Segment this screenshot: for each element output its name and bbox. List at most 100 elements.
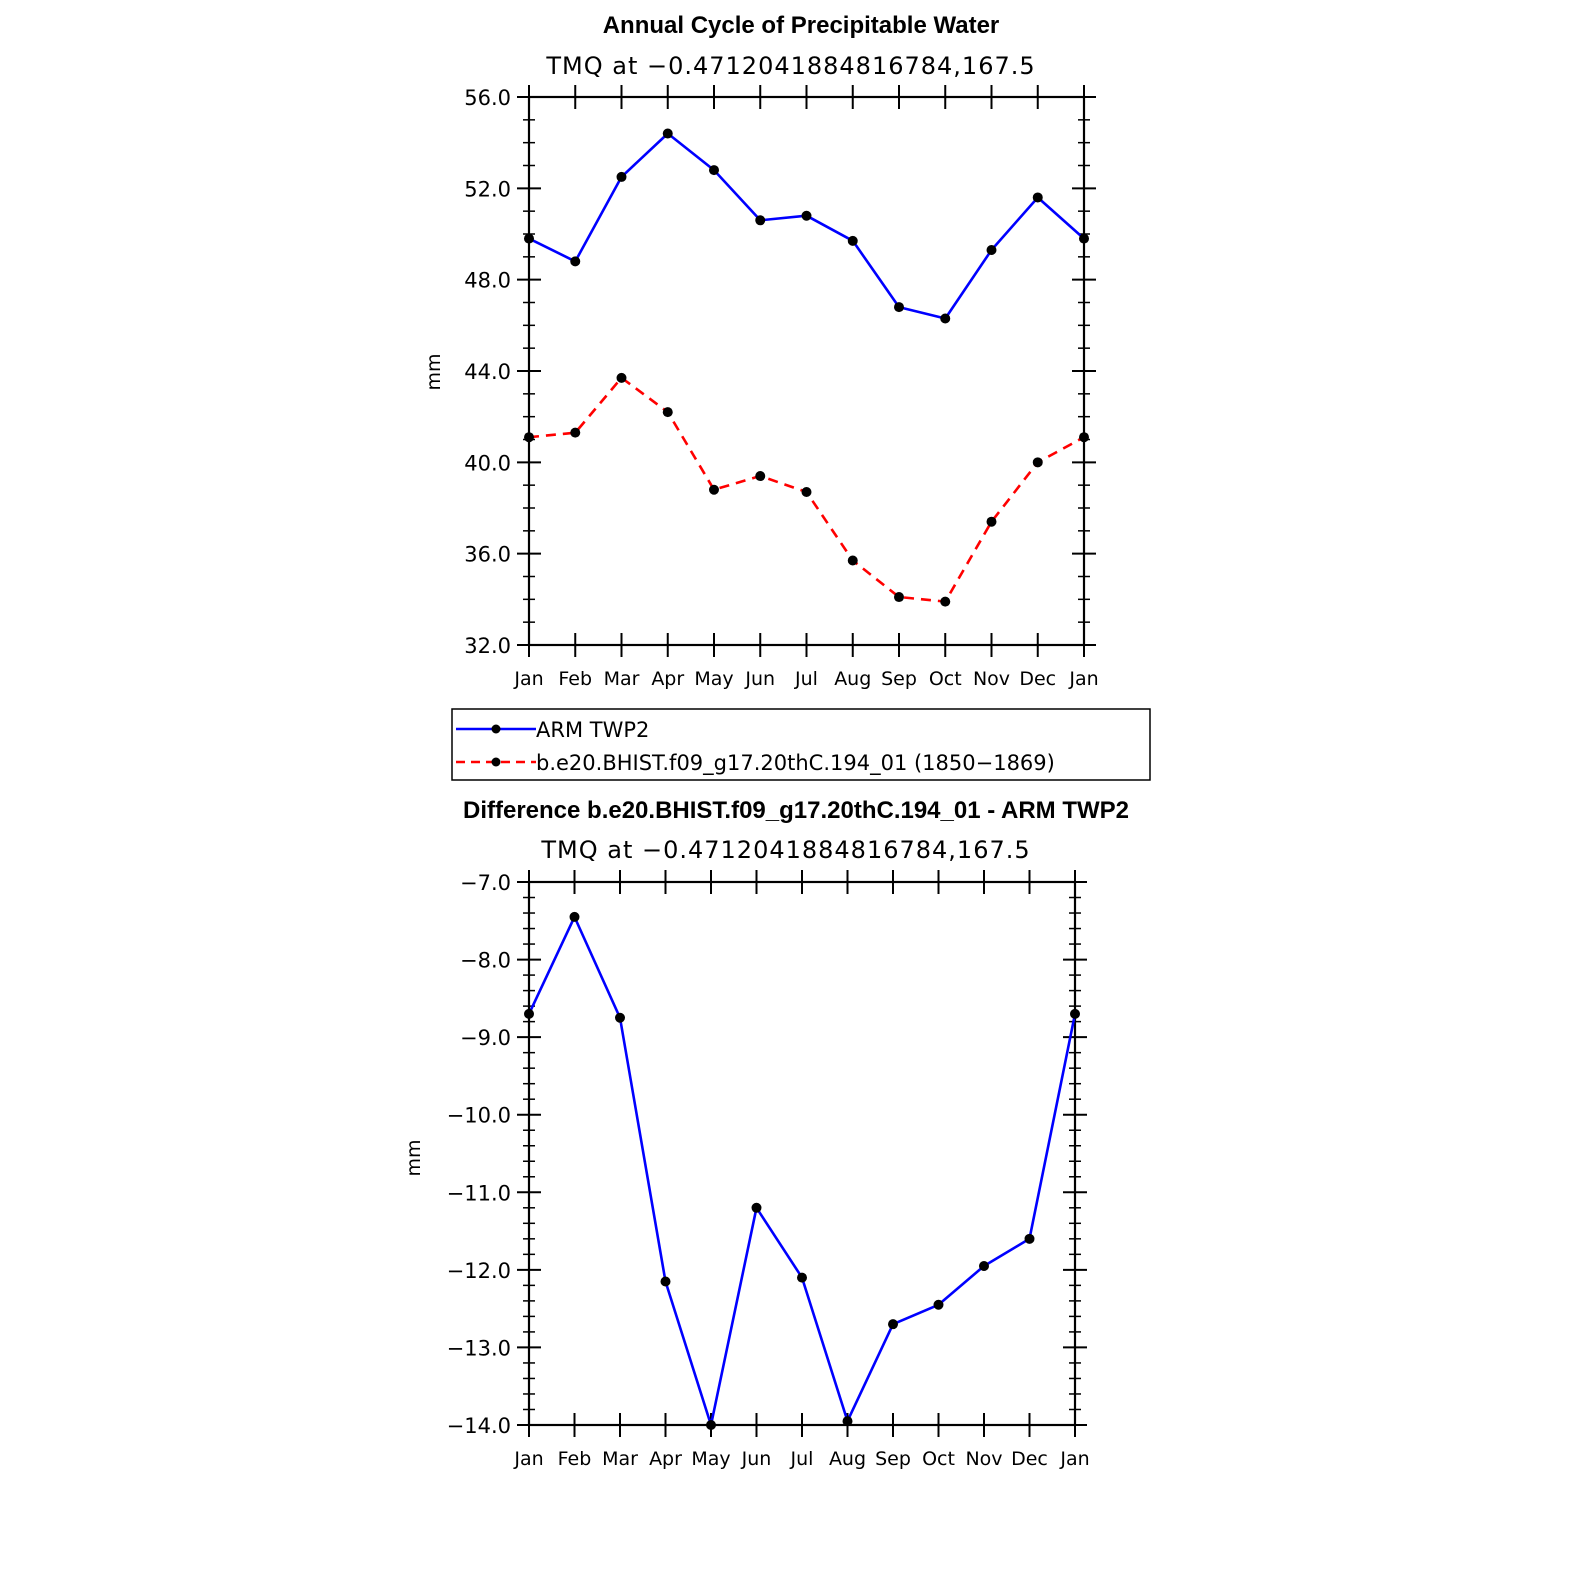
series-0-point xyxy=(797,1272,807,1283)
series-0-point xyxy=(709,165,719,176)
series-0-point xyxy=(616,171,627,182)
series-line-0 xyxy=(527,915,1077,1427)
series-1-point xyxy=(709,484,719,495)
x-tick-label: Oct xyxy=(922,1448,955,1470)
x-tick-label: Nov xyxy=(973,668,1010,690)
series-1-point xyxy=(1032,457,1043,468)
y-axis-label: mm xyxy=(403,1139,425,1176)
y-tick-label: −14.0 xyxy=(447,1414,511,1438)
x-tick-label: Jun xyxy=(741,1448,772,1470)
series-1-point xyxy=(524,432,534,443)
chart-title: Annual Cycle of Precipitable Water xyxy=(603,12,1000,39)
legend: ARM TWP2 b.e20.BHIST.f09_g17.20thC.194_0… xyxy=(451,708,1151,781)
series-0-point xyxy=(570,256,581,267)
legend-entry-arm-twp2: ARM TWP2 xyxy=(536,718,649,742)
series-1-point xyxy=(616,372,627,383)
x-tick-label: Dec xyxy=(1011,1448,1048,1470)
series-0-point xyxy=(842,1416,853,1427)
y-tick-label: −12.0 xyxy=(447,1259,511,1283)
y-tick-label: −8.0 xyxy=(460,949,511,973)
x-tick-label: Jul xyxy=(794,668,818,690)
series-0-point xyxy=(933,1299,944,1310)
x-tick-label: Apr xyxy=(651,668,684,690)
series-0-point xyxy=(1032,192,1043,203)
y-tick-label: 40.0 xyxy=(464,451,511,475)
x-tick-label: Mar xyxy=(604,668,640,690)
chart-subtitle: TMQ at −0.4712041884816784,167.5 xyxy=(545,52,1035,80)
series-0-point xyxy=(1079,233,1089,244)
series-0-point xyxy=(940,313,951,324)
x-tick-label: Feb xyxy=(558,668,592,690)
series-1-point xyxy=(662,407,673,418)
series-0-point xyxy=(569,911,580,922)
series-0-point xyxy=(524,233,534,244)
series-0-point xyxy=(755,215,766,226)
series-0-point xyxy=(986,244,997,255)
x-tick-label: May xyxy=(691,1448,730,1470)
x-tick-label: Nov xyxy=(965,1448,1002,1470)
series-0-point xyxy=(660,1276,671,1287)
x-tick-label: Jan xyxy=(1059,1448,1089,1470)
legend-entry-model: b.e20.BHIST.f09_g17.20thC.194_01 (1850−1… xyxy=(536,751,1055,776)
x-tick-label: Apr xyxy=(649,1448,682,1470)
series-1-point xyxy=(801,487,812,498)
y-tick-label: 52.0 xyxy=(464,177,511,201)
series-1-point xyxy=(847,555,858,566)
series-0-point xyxy=(615,1012,625,1023)
plot-frame xyxy=(527,95,1086,647)
series-0-point xyxy=(1024,1233,1035,1244)
series-1-point xyxy=(755,471,766,482)
series-line-0 xyxy=(528,132,1085,320)
series-0-point xyxy=(847,235,858,246)
x-tick-label: Sep xyxy=(881,668,917,690)
y-tick-label: 44.0 xyxy=(464,360,511,384)
x-tick-label: Feb xyxy=(558,1448,592,1470)
series-0-point xyxy=(1070,1008,1080,1019)
x-tick-label: Jan xyxy=(513,668,543,690)
series-0-point xyxy=(888,1319,898,1330)
series-1-point xyxy=(570,427,581,438)
y-tick-label: 48.0 xyxy=(464,269,511,293)
series-0-point xyxy=(801,210,812,221)
x-tick-label: Sep xyxy=(875,1448,911,1470)
chart-subtitle: TMQ at −0.4712041884816784,167.5 xyxy=(540,836,1030,864)
y-tick-label: −11.0 xyxy=(447,1181,511,1205)
x-tick-label: May xyxy=(694,668,733,690)
series-0-point xyxy=(894,302,904,313)
y-tick-label: 56.0 xyxy=(464,86,511,110)
y-tick-label: 32.0 xyxy=(464,634,511,658)
x-tick-label: Aug xyxy=(834,668,871,690)
series-0-point xyxy=(524,1008,534,1019)
y-tick-label: −7.0 xyxy=(460,871,511,895)
x-tick-label: Oct xyxy=(929,668,962,690)
x-tick-label: Dec xyxy=(1019,668,1056,690)
legend-box xyxy=(451,708,1151,781)
series-1-point xyxy=(894,592,904,603)
x-tick-label: Mar xyxy=(602,1448,638,1470)
y-tick-label: 36.0 xyxy=(464,543,511,567)
y-axis-label: mm xyxy=(423,353,445,390)
series-0-point xyxy=(706,1420,716,1430)
series-1-point xyxy=(1079,432,1089,443)
series-1-point xyxy=(940,596,951,607)
y-tick-label: −9.0 xyxy=(460,1026,511,1050)
x-tick-label: Jun xyxy=(744,668,775,690)
x-tick-label: Jan xyxy=(513,1448,543,1470)
series-1-point xyxy=(986,516,997,527)
series-0-point xyxy=(751,1202,762,1213)
x-tick-label: Aug xyxy=(829,1448,866,1470)
x-tick-label: Jan xyxy=(1068,668,1098,690)
y-tick-label: −13.0 xyxy=(447,1336,511,1360)
plot-frame xyxy=(527,880,1077,1427)
series-0-point xyxy=(979,1260,989,1271)
legend-marker-model xyxy=(491,757,501,767)
x-tick-label: Jul xyxy=(790,1448,814,1470)
series-0-point xyxy=(662,128,673,139)
chart-title: Difference b.e20.BHIST.f09_g17.20thC.194… xyxy=(463,797,1129,824)
annual-cycle-chart: Annual Cycle of Precipitable Water TMQ a… xyxy=(423,12,1099,690)
difference-chart: Difference b.e20.BHIST.f09_g17.20thC.194… xyxy=(403,797,1129,1470)
legend-marker-arm-twp2 xyxy=(491,724,501,734)
y-tick-label: −10.0 xyxy=(447,1104,511,1128)
